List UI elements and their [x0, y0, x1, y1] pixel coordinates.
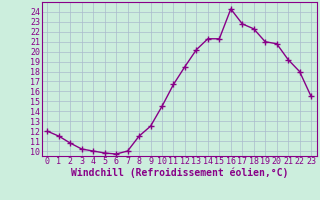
X-axis label: Windchill (Refroidissement éolien,°C): Windchill (Refroidissement éolien,°C) [70, 168, 288, 178]
